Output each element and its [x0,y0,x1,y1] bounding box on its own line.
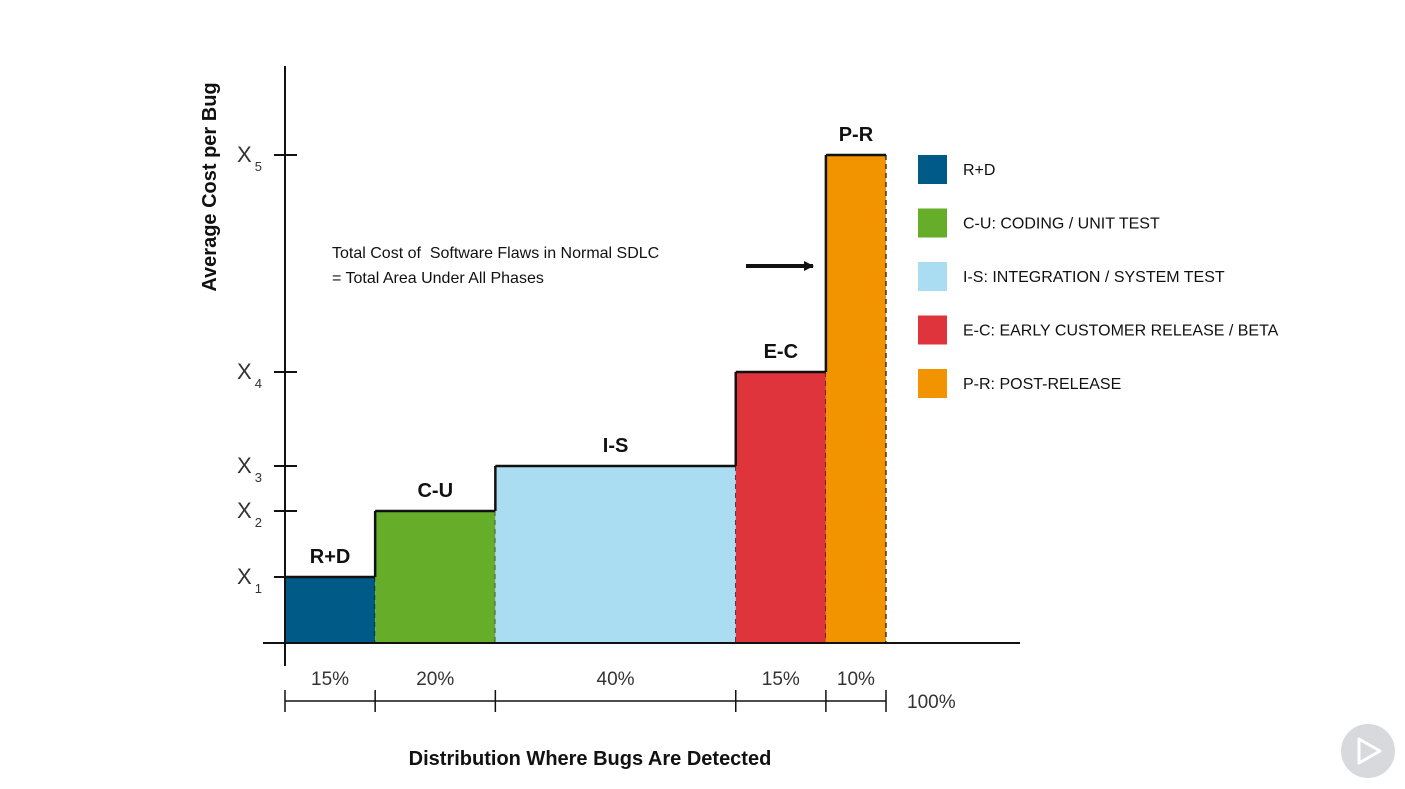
legend-label-e-c: E-C: EARLY CUSTOMER RELEASE / BETA [963,323,1279,340]
legend-swatch-e-c [918,315,947,345]
bar-label-i-s: I-S [603,435,629,457]
x-axis-title: Distribution Where Bugs Are Detected [409,748,772,770]
legend-swatch-r-d [918,155,947,184]
annotation: Total Cost of Software Flaws in Normal S… [332,245,814,287]
legend-label-c-u: C-U: CODING / UNIT TEST [963,216,1160,233]
bar-label-c-u: C-U [417,480,453,502]
share-label-e-c: 15% [762,669,800,690]
share-label-p-r: 10% [837,669,875,690]
total-label: 100% [907,692,956,713]
bar-i-s [495,466,736,643]
bar-label-r-d: R+D [310,546,351,568]
legend-item-i-s: I-S: INTEGRATION / SYSTEM TEST [918,262,1225,291]
play-icon [1357,737,1382,765]
y-axis-title: Average Cost per Bug [199,82,221,291]
axes [263,66,1020,712]
legend-item-p-r: P-R: POST-RELEASE [918,369,1121,398]
bar-label-e-c: E-C [764,341,798,363]
bar-c-u [375,511,496,643]
bar-e-c [735,372,826,643]
share-label-r-d: 15% [311,669,349,690]
bar-label-p-r: P-R [839,124,874,146]
legend-item-c-u: C-U: CODING / UNIT TEST [918,208,1160,238]
annotation-line-1: Total Cost of Software Flaws in Normal S… [332,245,659,262]
share-label-i-s: 40% [597,669,635,690]
legend-item-r-d: R+D [918,155,995,184]
bar-r-d [285,577,376,643]
legend-swatch-p-r [918,369,947,398]
bars-layer [285,153,887,643]
legend-item-e-c: E-C: EARLY CUSTOMER RELEASE / BETA [918,315,1279,345]
legend: R+D C-U: CODING / UNIT TEST I-S: INTEGRATI… [918,155,1279,398]
legend-swatch-c-u [918,208,947,238]
legend-swatch-i-s [918,262,947,291]
share-label-c-u: 20% [416,669,454,690]
play-button[interactable] [1341,724,1395,778]
legend-label-r-d: R+D [963,162,995,179]
bar-p-r [825,155,886,643]
labels-layer: R+D 15% C-U 20% I-S 40% E-C 15% P-R 10% X 1 X 2 X 3 X 4 X 5… [237,124,956,713]
legend-label-p-r: P-R: POST-RELEASE [963,376,1121,393]
legend-label-i-s: I-S: INTEGRATION / SYSTEM TEST [963,269,1225,286]
annotation-line-2: = Total Area Under All Phases [332,270,544,287]
